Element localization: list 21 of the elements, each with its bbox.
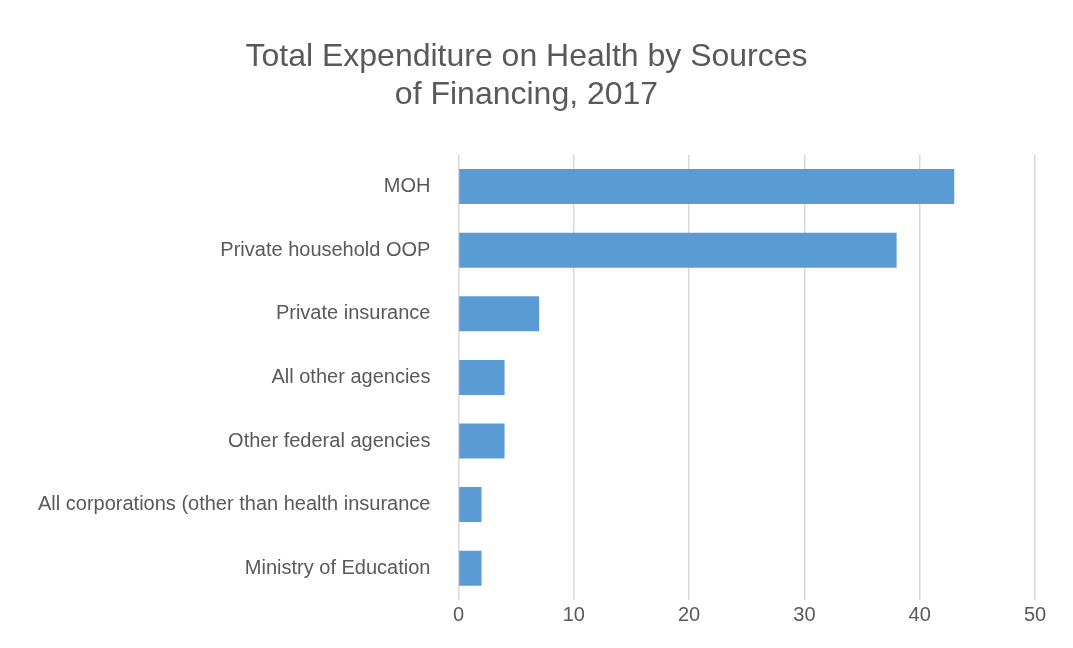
bar [459,423,505,459]
x-tick-label: 30 [793,602,816,625]
y-tick-label: All corporations (other than health insurance [38,492,431,515]
y-tick-label: Ministry of Education [244,555,431,578]
bar [459,487,482,523]
y-tick-label: Other federal agencies [228,428,431,451]
y-tick-label: Private household OOP [220,237,431,260]
bar [459,296,540,332]
y-tick-label: MOH [383,174,431,197]
x-tick-label: 50 [1023,602,1047,625]
x-tick-label: 40 [908,602,931,625]
y-tick-label: All other agencies [271,364,431,387]
x-tick-label: 10 [562,602,585,625]
chart-title: Total Expenditure on Health by Sources of Financing, 2017 [245,37,808,112]
bar [459,359,505,395]
y-tick-label: Private insurance [275,301,431,324]
x-tick-label: 20 [677,602,701,625]
x-tick-label: 0 [452,602,465,625]
bar [459,232,897,268]
bar [459,169,955,205]
bar [459,550,482,586]
